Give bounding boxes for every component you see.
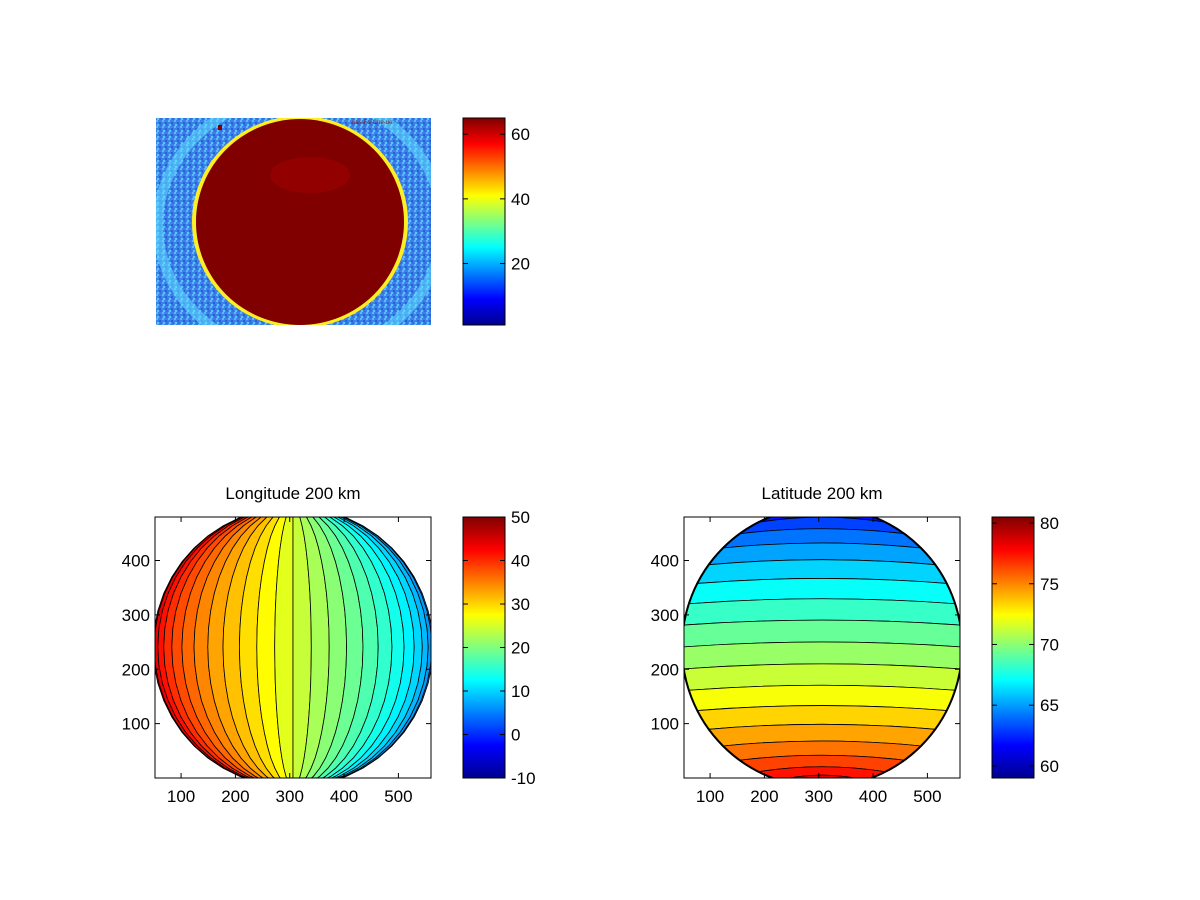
disk-edge bbox=[192, 118, 408, 325]
x-tick-label: 300 bbox=[276, 787, 304, 806]
longitude-axes bbox=[154, 516, 432, 779]
y-tick-label: 300 bbox=[122, 606, 150, 625]
longitude-band bbox=[339, 517, 431, 778]
y-tick-label: 200 bbox=[651, 660, 679, 679]
marker-square bbox=[218, 125, 222, 130]
colorbar-tick-label: 20 bbox=[511, 639, 530, 658]
x-tick-label: 500 bbox=[913, 787, 941, 806]
colorbar-tick-label: 10 bbox=[511, 682, 530, 701]
latitude-band bbox=[800, 780, 844, 787]
colorbar-tick-label: 20 bbox=[511, 255, 530, 274]
longitude-panel: Longitude 200 km 100 200 300 400 50010020030… bbox=[122, 484, 536, 806]
x-tick-label: 200 bbox=[750, 787, 778, 806]
latitude-band bbox=[787, 774, 857, 778]
y-tick-label: 200 bbox=[122, 660, 150, 679]
y-tick-label: 400 bbox=[651, 552, 679, 571]
y-tick-label: 300 bbox=[651, 606, 679, 625]
colorbar-longitude bbox=[463, 517, 505, 778]
colorbar-tick-label: 30 bbox=[511, 595, 530, 614]
longitude-ticks: 100 200 300 400 500 100 200 300 400 bbox=[122, 517, 431, 806]
overlay-text: uas-Fo-Cne-ue bbox=[352, 120, 393, 126]
x-tick-label: 100 bbox=[167, 787, 195, 806]
colorbar-tick-label: 40 bbox=[511, 552, 530, 571]
y-tick-label: 100 bbox=[122, 715, 150, 734]
latitude-band bbox=[800, 502, 844, 509]
colorbar-tick-label: 70 bbox=[1040, 635, 1059, 654]
red-disk bbox=[196, 119, 404, 325]
colorbar-tick-label: 75 bbox=[1040, 575, 1059, 594]
colorbar-tick-label: 50 bbox=[511, 508, 530, 527]
x-tick-label: 500 bbox=[384, 787, 412, 806]
x-tick-label: 200 bbox=[221, 787, 249, 806]
halo-ring bbox=[156, 118, 431, 325]
disk-speckle bbox=[270, 157, 350, 193]
colorbar-tick-label: 60 bbox=[1040, 757, 1059, 776]
top-image-panel: uas-Fo-Cne-ue 20 40 60 bbox=[156, 117, 530, 326]
longitude-bands bbox=[155, 517, 431, 778]
latitude-panel: Latitude 200 km 100 200 300 400 500 100 200 300… bbox=[651, 484, 1059, 806]
latitude-band bbox=[779, 504, 866, 514]
colorbar-tick-label: 40 bbox=[511, 190, 530, 209]
y-tick-label: 400 bbox=[122, 552, 150, 571]
colorbar-tick-label: 80 bbox=[1040, 514, 1059, 533]
colorbar-latitude-ticks: 60 65 70 75 80 bbox=[992, 514, 1059, 776]
colorbar-longitude-ticks: -10 0 10 20 30 40 50 bbox=[463, 508, 536, 788]
longitude-title: Longitude 200 km bbox=[225, 484, 360, 503]
colorbar-top-ticks: 20 40 60 bbox=[463, 125, 530, 274]
x-tick-label: 100 bbox=[696, 787, 724, 806]
latitude-ticks: 100 200 300 400 500 100 200 300 400 bbox=[651, 517, 960, 806]
latitude-axes bbox=[683, 516, 961, 779]
latitude-title: Latitude 200 km bbox=[762, 484, 883, 503]
colorbar-top bbox=[463, 118, 505, 325]
colorbar-tick-label: -10 bbox=[511, 769, 536, 788]
y-tick-label: 100 bbox=[651, 715, 679, 734]
colorbar-tick-label: 60 bbox=[511, 125, 530, 144]
colorbar-latitude bbox=[992, 517, 1034, 778]
x-tick-label: 400 bbox=[330, 787, 358, 806]
x-tick-label: 300 bbox=[805, 787, 833, 806]
colorbar-tick-label: 65 bbox=[1040, 696, 1059, 715]
x-tick-label: 400 bbox=[859, 787, 887, 806]
colorbar-tick-label: 0 bbox=[511, 726, 520, 745]
latitude-bands bbox=[684, 502, 960, 787]
